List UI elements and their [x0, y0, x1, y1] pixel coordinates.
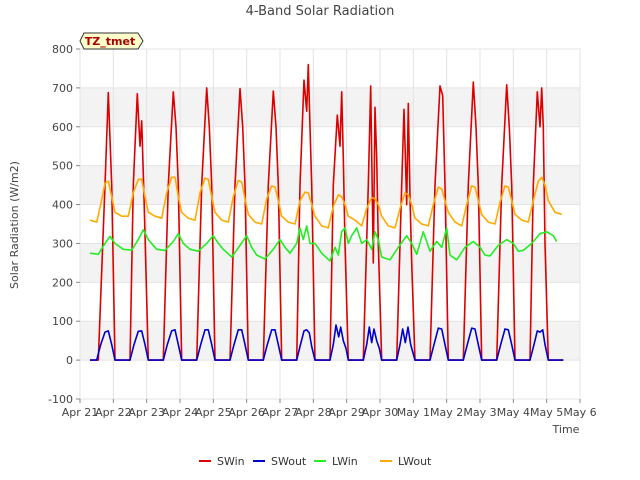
y-tick-label: 500	[52, 160, 73, 173]
x-tick-label: Apr 21	[62, 406, 99, 419]
x-tick-label: May 1	[397, 406, 430, 419]
x-tick-label: May 5	[530, 406, 563, 419]
x-tick-label: Apr 23	[128, 406, 165, 419]
y-tick-label: 0	[66, 354, 73, 367]
series-line-lwout	[89, 176, 562, 229]
x-tick-label: Apr 29	[328, 406, 365, 419]
x-tick-label: Apr 24	[162, 406, 199, 419]
series-line-lwin	[89, 225, 558, 262]
series-line-swout	[90, 324, 564, 361]
legend-label-lwout: LWout	[398, 455, 432, 468]
background-band	[80, 165, 580, 205]
x-tick-label: Apr 30	[362, 406, 399, 419]
series-lines	[89, 63, 564, 361]
x-tick-label: Apr 27	[262, 406, 299, 419]
station-tag-box	[79, 32, 144, 50]
y-tick-label: 700	[52, 82, 73, 95]
x-tick-label: Apr 25	[195, 406, 232, 419]
y-axis: -100 0 100 200 300 400 500 600 700 800	[48, 43, 80, 406]
x-tick-label: May 3	[463, 406, 496, 419]
background-band	[80, 87, 580, 127]
station-tag: TZ_tmet	[79, 32, 144, 50]
station-tag-label: TZ_tmet	[85, 35, 135, 48]
x-axis-title: Time	[552, 423, 580, 436]
background-band	[80, 243, 580, 283]
series-line-swin	[90, 63, 564, 361]
x-tick-label: May 2	[430, 406, 463, 419]
y-tick-label: 300	[52, 237, 73, 250]
chart-title: 4-Band Solar Radiation	[246, 4, 395, 19]
y-tick-label: 400	[52, 199, 73, 212]
x-tick-label: May 4	[497, 406, 530, 419]
x-tick-label: Apr 28	[295, 406, 332, 419]
y-tick-label: 100	[52, 315, 73, 328]
legend-label-swin: SWin	[217, 455, 245, 468]
x-tick-label: Apr 22	[95, 406, 132, 419]
y-tick-label: 600	[52, 121, 73, 134]
legend-label-lwin: LWin	[332, 455, 358, 468]
legend-label-swout: SWout	[271, 455, 307, 468]
y-tick-label: 800	[52, 43, 73, 56]
y-tick-label: 200	[52, 276, 73, 289]
x-tick-label: Apr 26	[228, 406, 265, 419]
x-tick-label: May 6	[563, 406, 596, 419]
legend: SWin SWout LWin LWout	[199, 455, 432, 468]
y-tick-label: -100	[48, 393, 73, 406]
y-axis-title: Solar Radiation (W/m2)	[8, 161, 21, 289]
